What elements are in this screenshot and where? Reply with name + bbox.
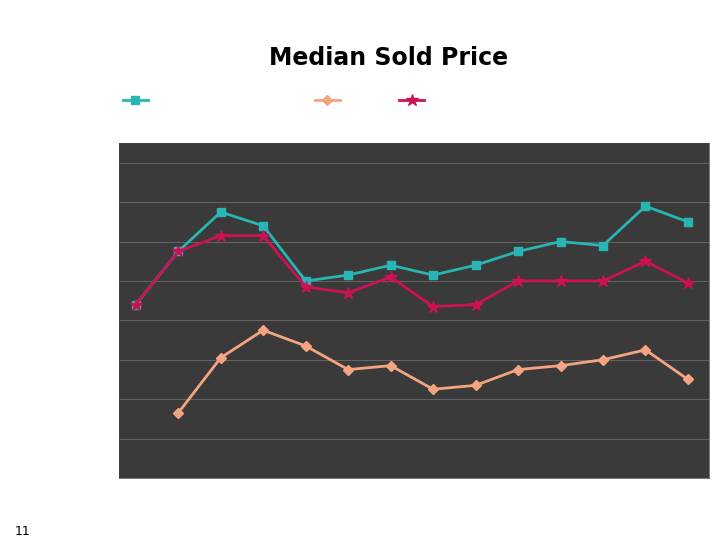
Text: 11: 11 bbox=[14, 524, 30, 538]
Text: Median Sold Price: Median Sold Price bbox=[269, 46, 508, 70]
Legend: Providence Town Center, TREND, Montgomery County: Providence Town Center, TREND, Montgomer… bbox=[119, 91, 562, 111]
